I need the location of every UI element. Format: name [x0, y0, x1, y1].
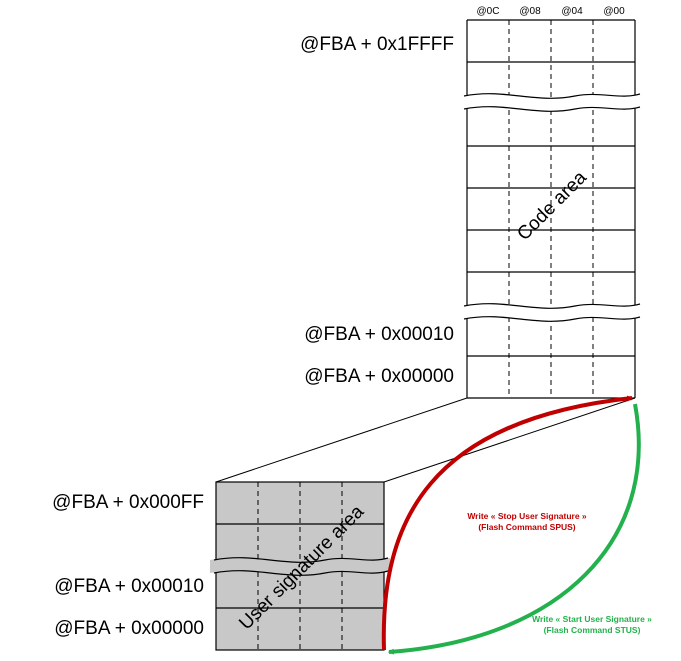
code-address-top: @FBA + 0x1FFFF [300, 34, 454, 55]
start-command-line1: Write « Start User Signature » [532, 614, 652, 624]
signature-address-row1: @FBA + 0x00010 [54, 576, 204, 597]
column-header-00: @00 [603, 6, 625, 17]
code-area-break-line [463, 93, 641, 99]
code-area-label: Code area [513, 167, 591, 245]
stop-command-line2: (Flash Command SPUS) [478, 522, 575, 532]
code-address-row1: @FBA + 0x00010 [304, 324, 454, 345]
start-user-signature-arrow [387, 403, 641, 655]
code-area-block: @0C @08 @04 @00 [460, 6, 642, 399]
column-header-08: @08 [519, 6, 541, 17]
stop-user-signature-arrow [381, 395, 634, 651]
column-header-04: @04 [561, 6, 583, 17]
user-signature-break-line [213, 570, 389, 576]
code-area-break-line [463, 303, 641, 309]
code-address-row0: @FBA + 0x00000 [304, 366, 454, 387]
user-signature-break-line [213, 557, 389, 563]
start-command-line2: (Flash Command STUS) [544, 625, 641, 635]
stop-command-line1: Write « Stop User Signature » [467, 511, 587, 521]
user-signature-area-block: User signature area [210, 481, 390, 651]
code-area-break-band-top [460, 93, 642, 112]
code-area-break-band-bottom [460, 303, 642, 322]
code-area-break-line [463, 106, 641, 112]
signature-address-top: @FBA + 0x000FF [52, 492, 204, 513]
signature-address-row0: @FBA + 0x00000 [54, 618, 204, 639]
code-area-break-line [463, 316, 641, 322]
column-header-0c: @0C [477, 6, 500, 17]
code-area-column-dividers [508, 20, 594, 398]
projection-line-right [383, 397, 636, 483]
projection-line-left [215, 397, 468, 483]
